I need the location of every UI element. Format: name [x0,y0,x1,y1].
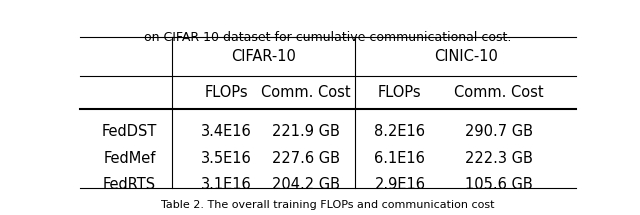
Text: Comm. Cost: Comm. Cost [261,85,351,100]
Text: FedDST: FedDST [102,124,157,139]
Text: 105.6 GB: 105.6 GB [465,177,533,192]
Text: 221.9 GB: 221.9 GB [272,124,340,139]
Text: 6.1E16: 6.1E16 [374,151,426,166]
Text: 3.4E16: 3.4E16 [201,124,252,139]
Text: 222.3 GB: 222.3 GB [465,151,533,166]
Text: 8.2E16: 8.2E16 [374,124,426,139]
Text: 2.9E16: 2.9E16 [374,177,426,192]
Text: 204.2 GB: 204.2 GB [272,177,340,192]
Text: CIFAR-10: CIFAR-10 [231,49,296,64]
Text: FedMef: FedMef [104,151,156,166]
Text: 3.5E16: 3.5E16 [201,151,252,166]
Text: 290.7 GB: 290.7 GB [465,124,533,139]
Text: 227.6 GB: 227.6 GB [272,151,340,166]
Text: FLOPs: FLOPs [205,85,248,100]
Text: on CIFAR-10 dataset for cumulative communicational cost.: on CIFAR-10 dataset for cumulative commu… [144,31,512,44]
Text: 3.1E16: 3.1E16 [201,177,252,192]
Text: FLOPs: FLOPs [378,85,422,100]
Text: Table 2. The overall training FLOPs and communication cost: Table 2. The overall training FLOPs and … [161,200,495,210]
Text: FedRTS: FedRTS [103,177,156,192]
Text: Comm. Cost: Comm. Cost [454,85,544,100]
Text: CINIC-10: CINIC-10 [434,49,497,64]
